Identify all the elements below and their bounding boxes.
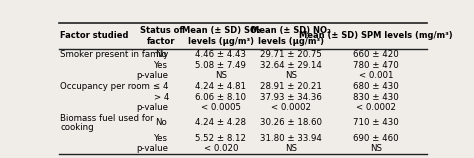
Text: 4.46 ± 4.43: 4.46 ± 4.43	[195, 50, 246, 59]
Text: Mean (± SD) NO₂
levels (µg/m³): Mean (± SD) NO₂ levels (µg/m³)	[251, 26, 330, 46]
Text: Occupancy per room: Occupancy per room	[60, 82, 150, 91]
Text: 30.26 ± 18.60: 30.26 ± 18.60	[260, 118, 322, 128]
Text: 32.64 ± 29.14: 32.64 ± 29.14	[260, 61, 322, 70]
Text: NS: NS	[215, 71, 227, 80]
Text: 780 ± 470: 780 ± 470	[353, 61, 399, 70]
Text: 4.24 ± 4.28: 4.24 ± 4.28	[195, 118, 246, 128]
Text: NS: NS	[285, 144, 297, 153]
Text: Status of
factor: Status of factor	[140, 26, 183, 46]
Text: Smoker present in family: Smoker present in family	[60, 50, 169, 59]
Text: 690 ± 460: 690 ± 460	[353, 134, 399, 143]
Text: Mean (± SD) SPM levels (mg/m³): Mean (± SD) SPM levels (mg/m³)	[299, 31, 453, 40]
Text: NS: NS	[370, 144, 382, 153]
Text: p-value: p-value	[137, 144, 168, 153]
Text: ≤ 4: ≤ 4	[154, 82, 169, 91]
Text: Mean (± SD) SO₂
levels (µg/m³): Mean (± SD) SO₂ levels (µg/m³)	[182, 26, 260, 46]
Text: Factor studied: Factor studied	[60, 31, 129, 40]
Text: Yes: Yes	[154, 61, 168, 70]
Text: > 4: > 4	[154, 92, 169, 101]
Text: 28.91 ± 20.21: 28.91 ± 20.21	[260, 82, 322, 91]
Text: NS: NS	[285, 71, 297, 80]
Text: cooking: cooking	[60, 123, 94, 132]
Text: 680 ± 430: 680 ± 430	[353, 82, 399, 91]
Text: 37.93 ± 34.36: 37.93 ± 34.36	[260, 92, 322, 101]
Text: Biomass fuel used for: Biomass fuel used for	[60, 114, 154, 123]
Text: 830 ± 430: 830 ± 430	[353, 92, 399, 101]
Text: p-value: p-value	[137, 103, 168, 112]
Text: Yes: Yes	[154, 134, 168, 143]
Text: < 0.0002: < 0.0002	[356, 103, 396, 112]
Text: 660 ± 420: 660 ± 420	[353, 50, 399, 59]
Text: < 0.0002: < 0.0002	[271, 103, 310, 112]
Text: < 0.020: < 0.020	[204, 144, 238, 153]
Text: No: No	[155, 50, 167, 59]
Text: 710 ± 430: 710 ± 430	[353, 118, 399, 128]
Text: No: No	[155, 118, 167, 128]
Text: p-value: p-value	[137, 71, 168, 80]
Text: 5.08 ± 7.49: 5.08 ± 7.49	[195, 61, 246, 70]
Text: 31.80 ± 33.94: 31.80 ± 33.94	[260, 134, 322, 143]
Text: 29.71 ± 20.75: 29.71 ± 20.75	[260, 50, 322, 59]
Text: 5.52 ± 8.12: 5.52 ± 8.12	[195, 134, 246, 143]
Text: < 0.0005: < 0.0005	[201, 103, 241, 112]
Text: 6.06 ± 8.10: 6.06 ± 8.10	[195, 92, 246, 101]
Text: < 0.001: < 0.001	[359, 71, 393, 80]
Text: 4.24 ± 4.81: 4.24 ± 4.81	[195, 82, 246, 91]
